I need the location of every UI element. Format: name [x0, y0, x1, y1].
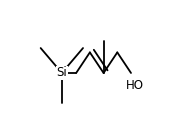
- Text: Si: Si: [56, 67, 67, 80]
- Text: HO: HO: [126, 79, 144, 92]
